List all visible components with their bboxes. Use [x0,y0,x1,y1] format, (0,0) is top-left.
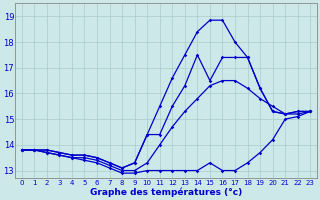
X-axis label: Graphe des températures (°c): Graphe des températures (°c) [90,187,242,197]
